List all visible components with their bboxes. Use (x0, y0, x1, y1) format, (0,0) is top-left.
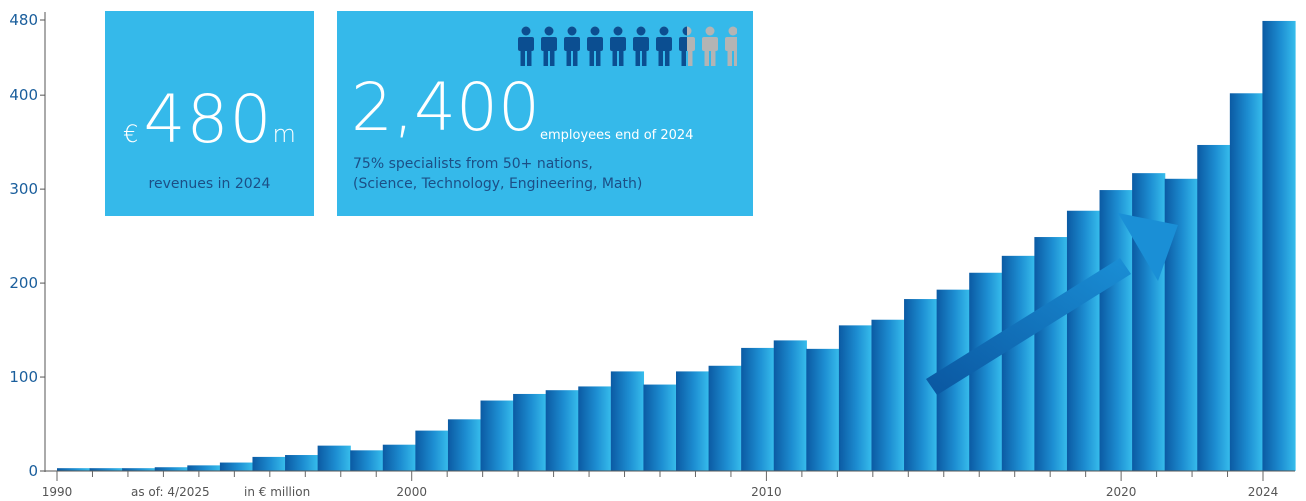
revenue-value: 480 (143, 81, 273, 158)
x-tick-label: 2010 (751, 485, 782, 499)
bar-22 (741, 347, 775, 471)
bar-29 (969, 272, 1003, 471)
bar-3 (122, 468, 156, 471)
bar-15 (513, 393, 547, 471)
growth-arrow (926, 213, 1178, 395)
person-icon (518, 26, 534, 66)
x-tick-label: 2020 (1106, 485, 1137, 499)
bar-30 (1001, 255, 1035, 471)
people-icon-row (518, 26, 737, 66)
bar-31 (1034, 237, 1068, 471)
specialists-line: 75% specialists from 50+ nations, (353, 156, 593, 172)
revenue-box: € 480m revenues in 2024 (105, 11, 314, 216)
person-icon (541, 26, 557, 66)
person-icon (702, 26, 718, 66)
bar-1 (57, 468, 91, 471)
bar-38 (1262, 20, 1296, 472)
person-icon (725, 26, 737, 66)
bar-5 (187, 465, 221, 471)
bar-11 (382, 444, 416, 471)
employee-caption: employees end of 2024 (540, 128, 694, 143)
bar-35 (1164, 178, 1198, 471)
person-icon (564, 26, 580, 66)
y-tick-label: 0 (28, 462, 38, 480)
bar-2 (89, 468, 123, 471)
x-axis-labels: 1990 2000 2010 2020 2024 (42, 485, 1279, 499)
y-tick-label: 400 (9, 86, 38, 104)
disciplines-line: (Science, Technology, Engineering, Math) (353, 176, 643, 192)
currency-symbol: € (123, 120, 139, 148)
bar-14 (480, 400, 514, 471)
arrow-shaft (926, 258, 1131, 395)
chart-note: as of: 4/2025 (131, 485, 210, 499)
revenue-unit: m (272, 120, 296, 148)
bar-32 (1066, 210, 1101, 471)
y-tick-label: 300 (9, 180, 38, 198)
y-axis-ticks: 0 100 200 300 400 480 (9, 11, 45, 480)
y-tick-label: 480 (9, 11, 38, 29)
bar-13 (447, 419, 482, 471)
x-axis-ticks (56, 471, 1264, 481)
employee-box: 2,400 employees end of 2024 75% speciali… (337, 11, 753, 216)
bar-17 (578, 386, 612, 471)
bar-9 (317, 445, 351, 471)
person-icon (587, 26, 603, 66)
bar-10 (350, 450, 384, 471)
bar-6 (219, 462, 254, 471)
bar-18 (610, 371, 645, 471)
person-icon (679, 26, 695, 66)
bars-group (57, 20, 1296, 472)
bar-26 (871, 319, 905, 471)
employee-count: 2,400 (351, 69, 540, 146)
bar-12 (415, 430, 449, 471)
x-tick-label: 2000 (396, 485, 427, 499)
person-icon (656, 26, 672, 66)
bar-25 (838, 325, 873, 471)
revenue-figure: € 480m (105, 81, 314, 158)
bar-20 (676, 371, 710, 471)
bar-23 (773, 340, 807, 471)
x-tick-label: 2024 (1248, 485, 1279, 499)
revenue-caption: revenues in 2024 (148, 176, 271, 192)
x-tick-label: 1990 (42, 485, 73, 499)
bar-4 (154, 467, 188, 471)
y-tick-label: 200 (9, 274, 38, 292)
person-icon (633, 26, 649, 66)
chart-note: in € million (244, 485, 310, 499)
person-icon (610, 26, 626, 66)
arrow-head (1118, 213, 1178, 281)
bar-24 (806, 348, 840, 471)
bar-36 (1197, 144, 1231, 471)
bar-16 (545, 390, 579, 471)
chart-notes: as of: 4/2025 in € million (131, 485, 310, 499)
bar-8 (285, 455, 319, 471)
bar-21 (708, 365, 742, 471)
bar-7 (252, 456, 286, 471)
bar-33 (1099, 190, 1133, 472)
bar-19 (643, 384, 677, 471)
y-tick-label: 100 (9, 368, 38, 386)
bar-37 (1229, 93, 1264, 471)
